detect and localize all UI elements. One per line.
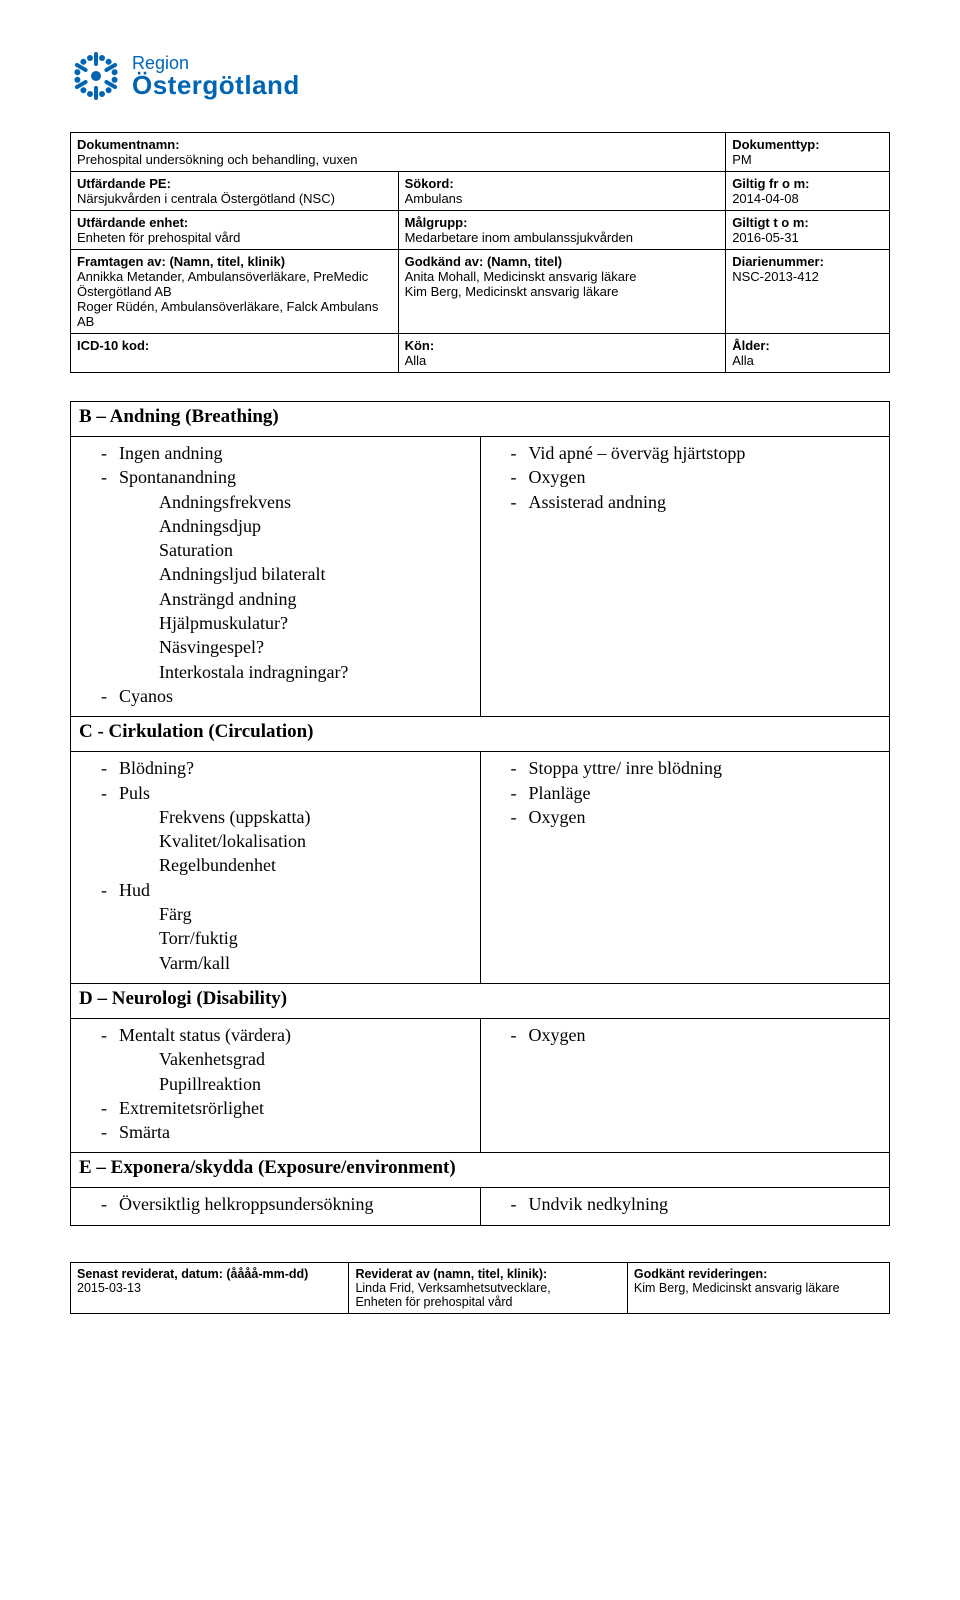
meta-value: Roger Rüdén, Ambulansöverläkare, Falck A…	[77, 299, 378, 329]
sub-item: Färg	[79, 902, 472, 926]
meta-value: Ambulans	[405, 191, 463, 206]
footer-value: 2015-03-13	[77, 1281, 141, 1295]
footer-value: Enheten för prehospital vård	[355, 1295, 512, 1309]
sub-item: Ansträngd andning	[79, 587, 472, 611]
meta-label: Utfärdande PE:	[77, 176, 171, 191]
section-e-heading: E – Exponera/skydda (Exposure/environmen…	[71, 1153, 890, 1188]
header-logo: Region Östergötland	[70, 50, 890, 102]
sub-item: Vakenhetsgrad	[79, 1047, 472, 1071]
meta-label: Giltigt t o m:	[732, 215, 809, 230]
meta-label: Utfärdande enhet:	[77, 215, 188, 230]
footer-value: Linda Frid, Verksamhetsutvecklare,	[355, 1281, 550, 1295]
snowflake-icon	[70, 50, 122, 102]
footer-value: Kim Berg, Medicinskt ansvarig läkare	[634, 1281, 840, 1295]
sub-item: Näsvingespel?	[79, 635, 472, 659]
document-metadata-table: Dokumentnamn: Prehospital undersökning o…	[70, 132, 890, 373]
sub-item: Hjälpmuskulatur?	[79, 611, 472, 635]
list-item: Oxygen	[489, 465, 882, 489]
sub-item: Saturation	[79, 538, 472, 562]
meta-label: Sökord:	[405, 176, 454, 191]
section-c-heading: C - Cirkulation (Circulation)	[71, 717, 890, 752]
meta-label: Framtagen av: (Namn, titel, klinik)	[77, 254, 285, 269]
sub-item: Andningsfrekvens	[79, 490, 472, 514]
logo-line2: Östergötland	[132, 72, 300, 98]
meta-label: Dokumentnamn:	[77, 137, 180, 152]
meta-value: PM	[732, 152, 752, 167]
meta-label: Målgrupp:	[405, 215, 468, 230]
sub-item: Andningsljud bilateralt	[79, 562, 472, 586]
meta-value: 2014-04-08	[732, 191, 799, 206]
meta-label: Giltig fr o m:	[732, 176, 809, 191]
list-item: Planläge	[489, 781, 882, 805]
meta-value: Kim Berg, Medicinskt ansvarig läkare	[405, 284, 619, 299]
sub-item: Varm/kall	[79, 951, 472, 975]
list-item: Cyanos	[79, 684, 472, 708]
list-item: Hud	[79, 878, 472, 902]
meta-value: Medarbetare inom ambulanssjukvården	[405, 230, 633, 245]
footer-label: Reviderat av (namn, titel, klinik):	[355, 1267, 547, 1281]
sub-item: Pupillreaktion	[79, 1072, 472, 1096]
list-item: Ingen andning	[79, 441, 472, 465]
meta-label: Godkänd av: (Namn, titel)	[405, 254, 562, 269]
meta-label: Dokumenttyp:	[732, 137, 819, 152]
footer-label: Senast reviderat, datum: (åååå-mm-dd)	[77, 1267, 308, 1281]
meta-label: ICD-10 kod:	[77, 338, 149, 353]
sub-item: Interkostala indragningar?	[79, 660, 472, 684]
section-b-heading: B – Andning (Breathing)	[71, 402, 890, 437]
list-item: Oxygen	[489, 1023, 882, 1047]
list-item: Oxygen	[489, 805, 882, 829]
footer-label: Godkänt revideringen:	[634, 1267, 767, 1281]
list-item: Mentalt status (värdera)	[79, 1023, 472, 1047]
sub-item: Frekvens (uppskatta)	[79, 805, 472, 829]
meta-value: 2016-05-31	[732, 230, 799, 245]
list-item: Undvik nedkylning	[489, 1192, 882, 1216]
meta-label: Kön:	[405, 338, 435, 353]
meta-value: Anita Mohall, Medicinskt ansvarig läkare	[405, 269, 637, 284]
meta-value: Alla	[732, 353, 754, 368]
sub-item: Andningsdjup	[79, 514, 472, 538]
list-item: Assisterad andning	[489, 490, 882, 514]
list-item: Smärta	[79, 1120, 472, 1144]
meta-value: Enheten för prehospital vård	[77, 230, 240, 245]
meta-value: Prehospital undersökning och behandling,…	[77, 152, 357, 167]
list-item: Stoppa yttre/ inre blödning	[489, 756, 882, 780]
sub-item: Kvalitet/lokalisation	[79, 829, 472, 853]
logo-text: Region Östergötland	[132, 54, 300, 98]
meta-value: Alla	[405, 353, 427, 368]
sub-item: Regelbundenhet	[79, 853, 472, 877]
list-item: Översiktlig helkroppsundersökning	[79, 1192, 472, 1216]
meta-value: Annikka Metander, Ambulansöverläkare, Pr…	[77, 269, 368, 299]
footer-revision-table: Senast reviderat, datum: (åååå-mm-dd) 20…	[70, 1262, 890, 1314]
list-item: Spontanandning	[79, 465, 472, 489]
list-item: Puls	[79, 781, 472, 805]
section-d-heading: D – Neurologi (Disability)	[71, 983, 890, 1018]
meta-label: Ålder:	[732, 338, 770, 353]
meta-label: Diarienummer:	[732, 254, 824, 269]
sub-item: Torr/fuktig	[79, 926, 472, 950]
meta-value: Närsjukvården i centrala Östergötland (N…	[77, 191, 335, 206]
clinical-content-table: B – Andning (Breathing) Ingen andning Sp…	[70, 401, 890, 1226]
list-item: Vid apné – överväg hjärtstopp	[489, 441, 882, 465]
list-item: Blödning?	[79, 756, 472, 780]
meta-value: NSC-2013-412	[732, 269, 819, 284]
list-item: Extremitetsrörlighet	[79, 1096, 472, 1120]
